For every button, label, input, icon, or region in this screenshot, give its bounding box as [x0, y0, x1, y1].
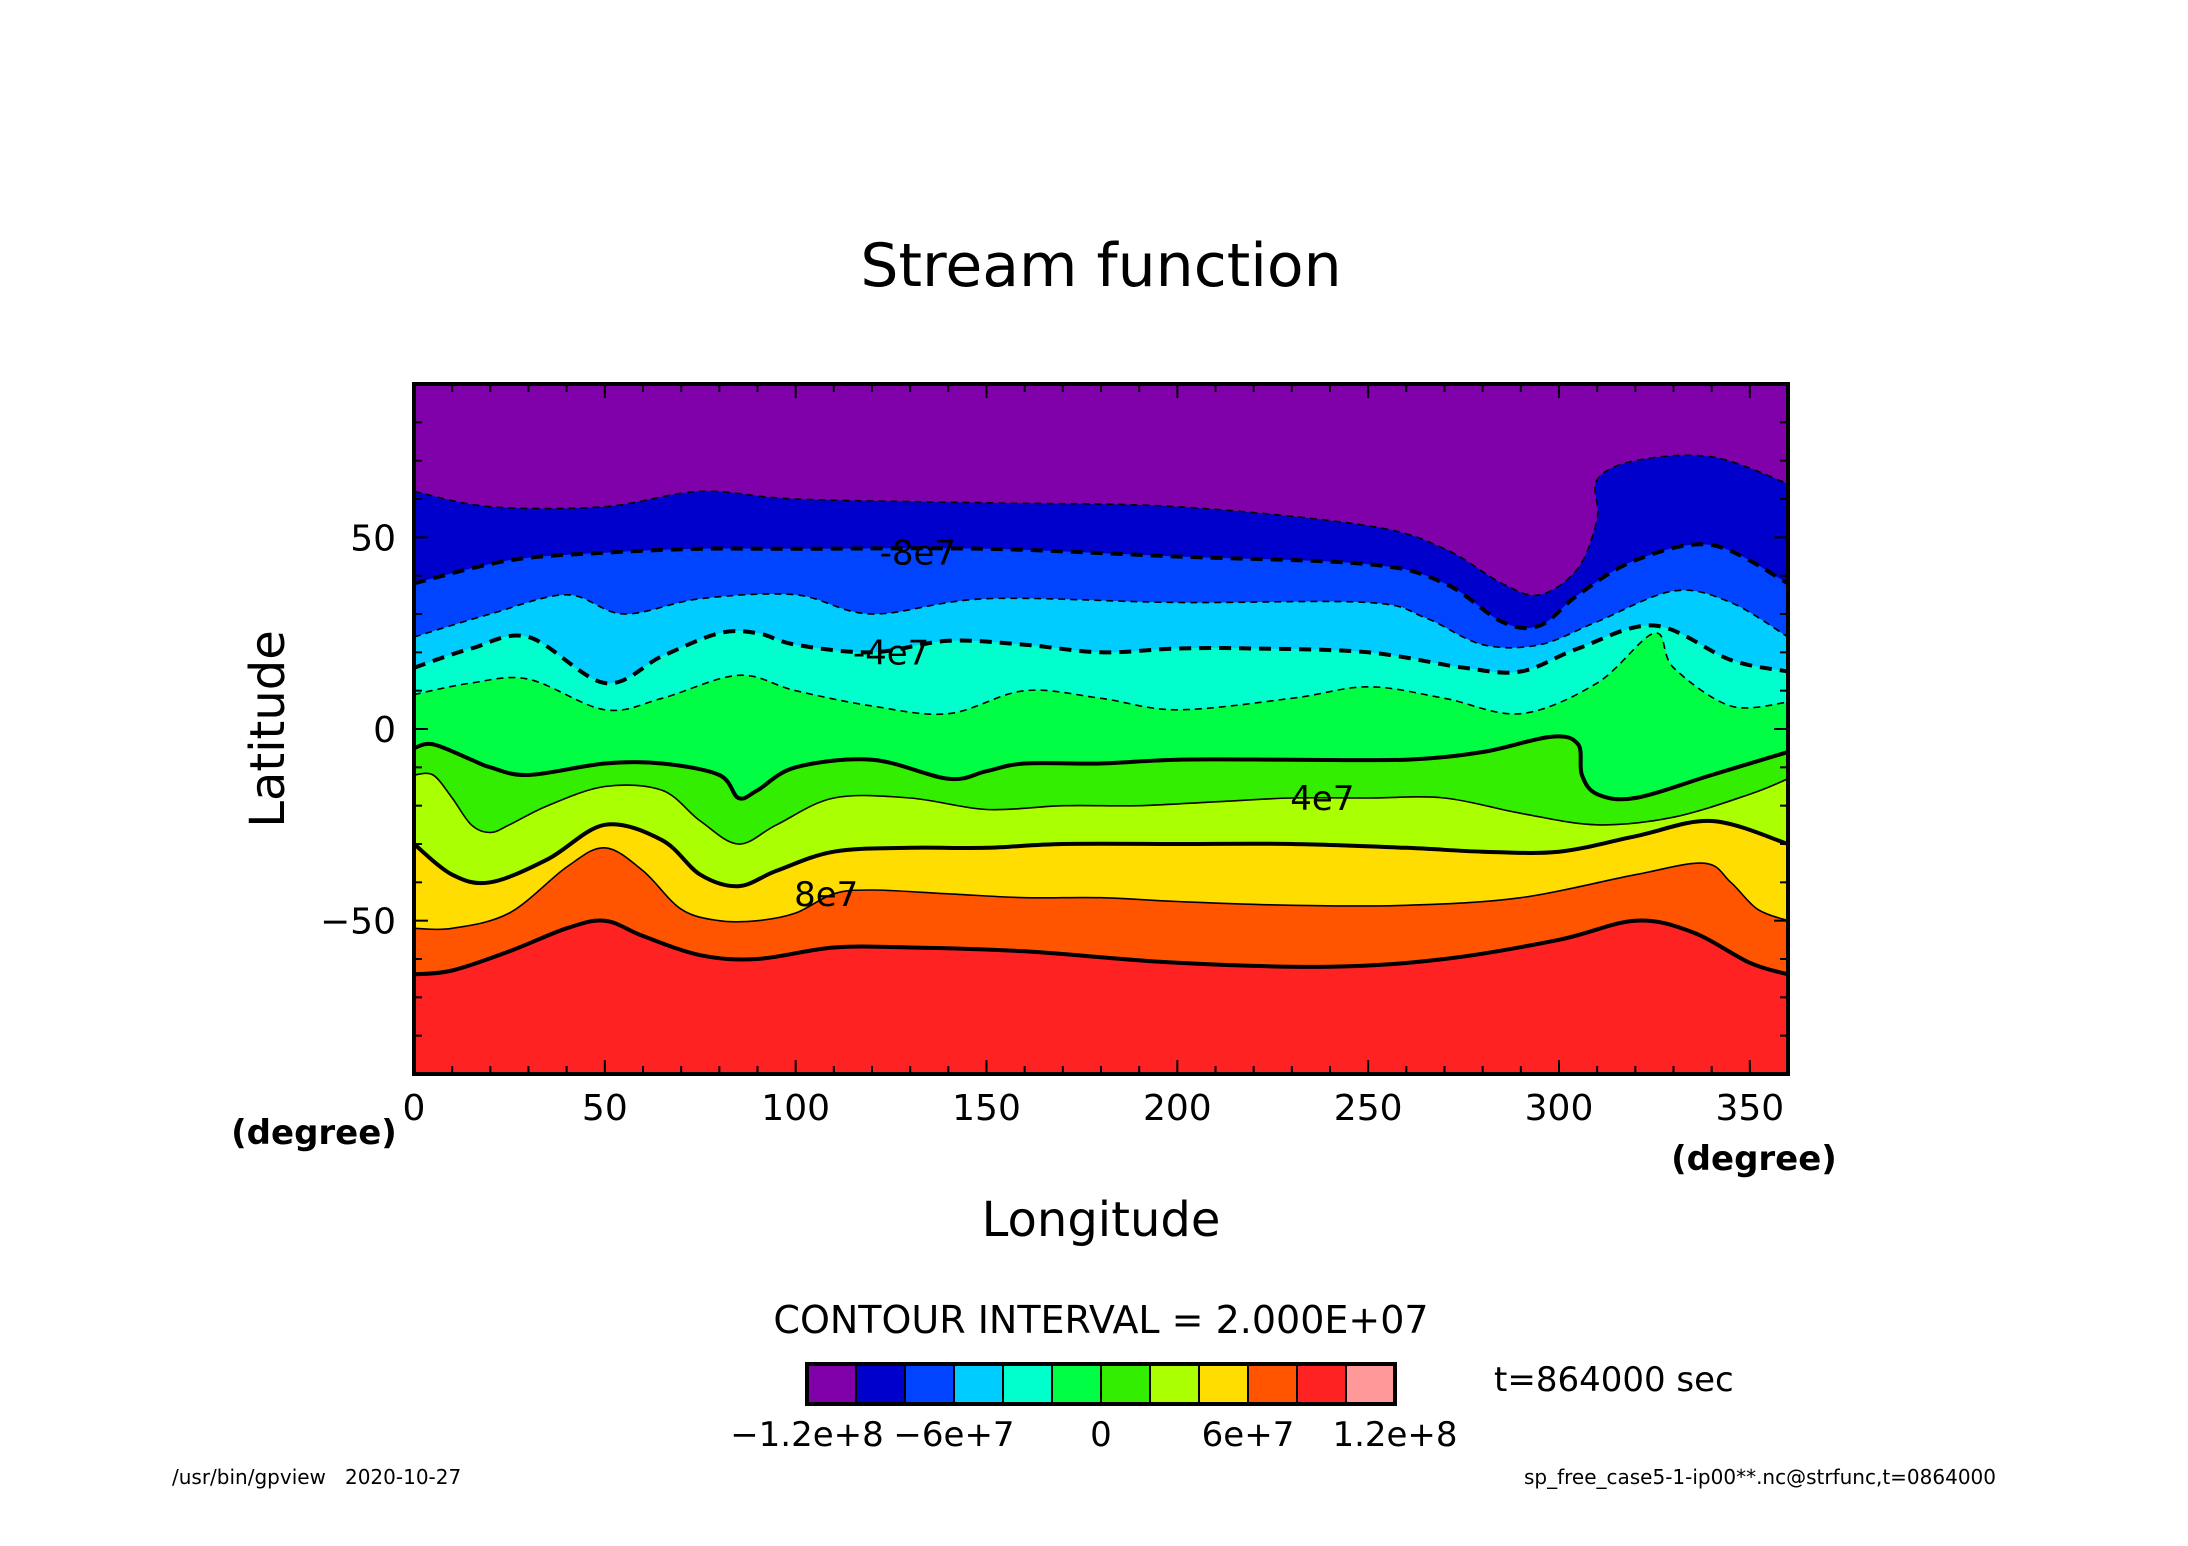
x-unit-right: (degree) — [1671, 1139, 1837, 1179]
chart-title: Stream function — [860, 231, 1341, 301]
contour-label-1: -4e7 — [853, 633, 929, 673]
y-tick-label-50: 50 — [350, 518, 396, 559]
contour-label-2: 4e7 — [1290, 779, 1354, 819]
x-tick-label-50: 50 — [582, 1088, 628, 1129]
plot-area: -8e7 -4e7 4e7 8e7 — [412, 382, 1790, 1076]
colorbar-swatch-11 — [1345, 1363, 1396, 1405]
contour-line-4 — [414, 632, 1788, 716]
contour-line-5 — [414, 734, 1788, 802]
contour-line-7 — [414, 818, 1788, 889]
y-tick-labels: −50 0 50 — [320, 518, 396, 942]
colorbar-swatch-4 — [1002, 1363, 1053, 1405]
colorbar-swatch-2 — [904, 1363, 955, 1405]
colorbar-swatch-9 — [1247, 1363, 1298, 1405]
footer-left: /usr/bin/gpview 2020-10-27 — [172, 1465, 461, 1489]
colorbar-label-4: 1.2e+8 — [1332, 1415, 1457, 1455]
x-tick-label-300: 300 — [1525, 1088, 1594, 1129]
contour-line-0 — [414, 454, 1788, 597]
colorbar-swatch-7 — [1149, 1363, 1200, 1405]
colorbar-label-2: 0 — [1090, 1415, 1112, 1455]
colorbar-frame — [805, 1362, 1397, 1406]
x-tick-label-250: 250 — [1334, 1088, 1403, 1129]
contour-labels: -8e7 -4e7 4e7 8e7 — [794, 534, 1354, 915]
contour-band-10 — [414, 920, 1788, 1074]
time-label: t=864000 sec — [1494, 1360, 1734, 1400]
contour-line-2 — [414, 589, 1788, 649]
contour-fills — [414, 384, 1788, 1074]
x-tick-label-150: 150 — [952, 1088, 1021, 1129]
y-tick-label--50: −50 — [320, 902, 396, 943]
x-tick-labels: 0 50 100 150 200 250 300 350 — [403, 1088, 1785, 1129]
colorbar-swatch-0 — [806, 1363, 857, 1405]
x-tick-label-200: 200 — [1143, 1088, 1212, 1129]
colorbar-swatch-8 — [1198, 1363, 1249, 1405]
contour-line-6 — [414, 772, 1788, 845]
colorbar-label-0: −1.2e+8 — [730, 1415, 884, 1455]
colorbar-swatch-5 — [1051, 1363, 1102, 1405]
x-tick-label-350: 350 — [1715, 1088, 1784, 1129]
axis-ticks — [413, 383, 1789, 1075]
contour-interval-label: CONTOUR INTERVAL = 2.000E+07 — [773, 1298, 1428, 1342]
y-tick-label-0: 0 — [373, 710, 396, 751]
contour-line-1 — [414, 542, 1788, 631]
contour-line-9 — [414, 918, 1788, 977]
colorbar-label-3: 6e+7 — [1202, 1415, 1295, 1455]
footer-right: sp_free_case5-1-ip00**.nc@strfunc,t=0864… — [1524, 1465, 1996, 1489]
contour-label-0: -8e7 — [880, 534, 956, 574]
contour-label-3: 8e7 — [794, 875, 858, 915]
y-axis-label: Latitude — [240, 630, 296, 828]
x-tick-label-100: 100 — [761, 1088, 830, 1129]
x-unit-left: (degree) — [231, 1113, 397, 1153]
colorbar-labels: −1.2e+8 −6e+7 0 6e+7 1.2e+8 — [730, 1415, 1457, 1455]
x-tick-label-0: 0 — [403, 1088, 426, 1129]
contour-lines — [414, 454, 1788, 977]
contour-line-8 — [414, 846, 1788, 931]
colorbar-swatch-6 — [1100, 1363, 1151, 1405]
colorbar-swatch-1 — [855, 1363, 906, 1405]
colorbar — [805, 1362, 1397, 1406]
colorbar-swatch-10 — [1296, 1363, 1347, 1405]
contour-line-3 — [414, 623, 1788, 686]
colorbar-label-1: −6e+7 — [893, 1415, 1014, 1455]
colorbar-swatch-3 — [953, 1363, 1004, 1405]
x-axis-label: Longitude — [982, 1192, 1221, 1248]
